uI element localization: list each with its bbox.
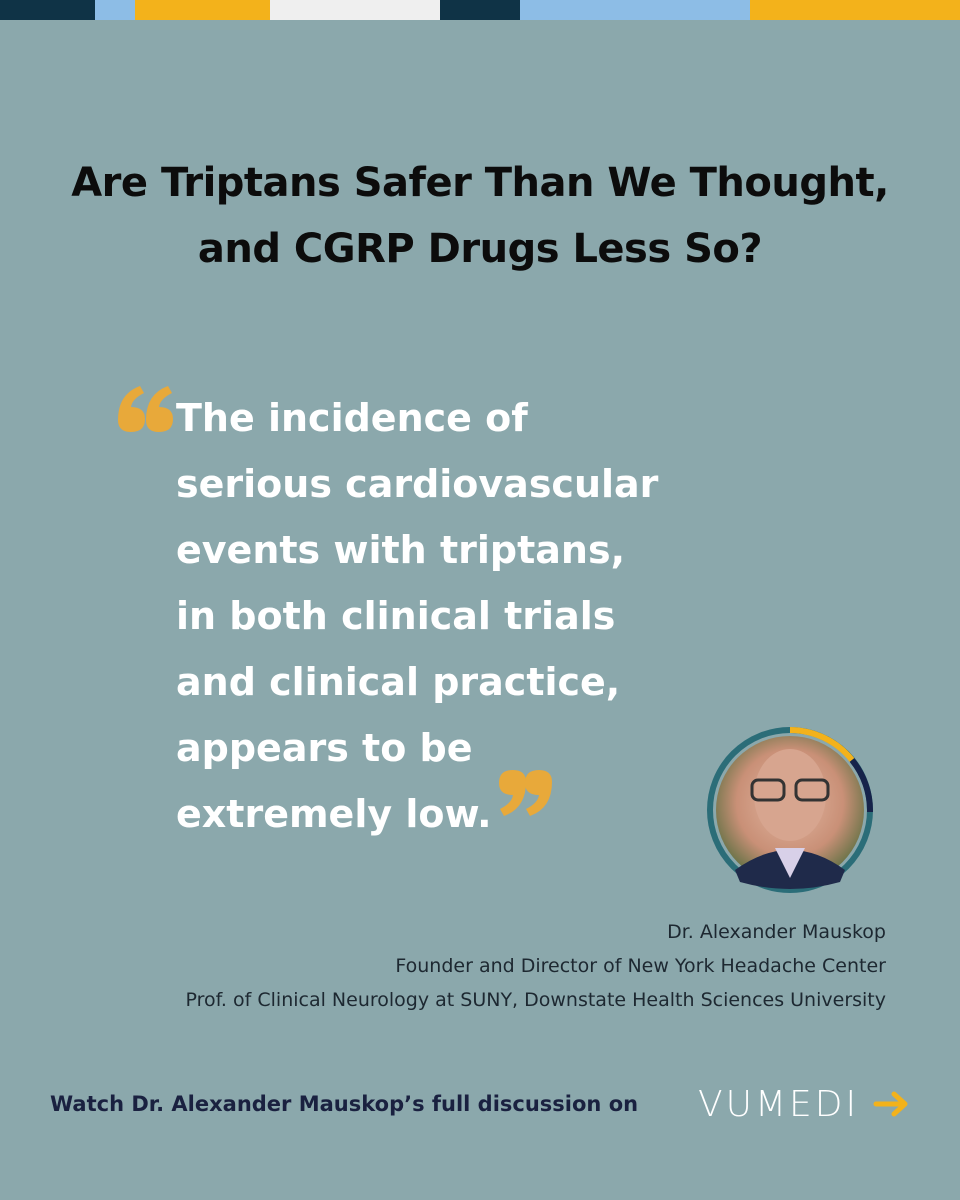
stripe: [95, 0, 135, 20]
quote-line: extremely low.: [176, 792, 492, 836]
open-quote: [118, 386, 173, 432]
quote: The incidence of serious cardiovascular ev…: [176, 385, 658, 847]
portrait: [707, 727, 874, 893]
quote-line: events with triptans,: [176, 528, 626, 572]
title: Are Triptans Safer Than We Thought, and …: [0, 150, 960, 282]
quote-line: in both clinical trials: [176, 594, 616, 638]
stripe: [270, 0, 440, 20]
title-line: and CGRP Drugs Less So?: [197, 226, 763, 272]
quote-line: The incidence of: [176, 396, 528, 440]
speaker-affiliation: Prof. of Clinical Neurology at SUNY, Dow…: [185, 989, 886, 1011]
title-line: Are Triptans Safer Than We Thought,: [71, 160, 889, 206]
stripe: [135, 0, 270, 20]
speaker-role: Founder and Director of New York Headach…: [395, 955, 886, 977]
stripe: [0, 0, 95, 20]
speaker-name: Dr. Alexander Mauskop: [667, 921, 886, 943]
quote-line: and clinical practice,: [176, 660, 621, 704]
stripe: [520, 0, 750, 20]
close-quote: [499, 770, 552, 816]
arrow: [873, 1091, 908, 1117]
brand-logo[interactable]: VUMEDI: [698, 1084, 860, 1125]
stripe: [440, 0, 520, 20]
stripe: [750, 0, 960, 20]
quote-line: appears to be: [176, 726, 473, 770]
attribution: Dr. Alexander Mauskop Founder and Direct…: [185, 915, 886, 1017]
call-to-action[interactable]: Watch Dr. Alexander Mauskop’s full discu…: [50, 1092, 639, 1116]
quote-line: serious cardiovascular: [176, 462, 659, 506]
